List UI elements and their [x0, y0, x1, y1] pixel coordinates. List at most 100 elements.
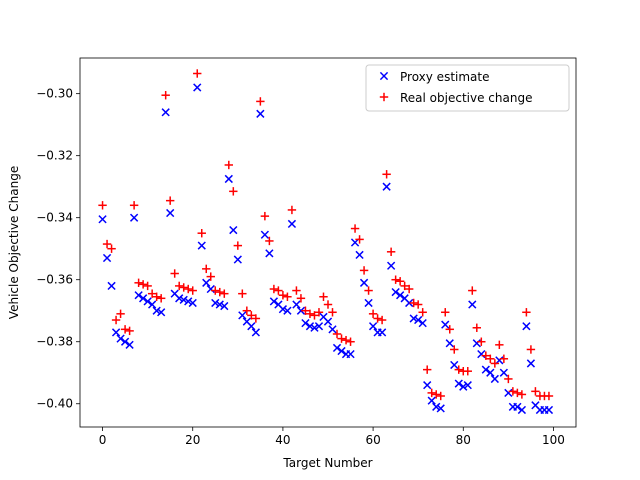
- legend-marker-proxy: [379, 71, 389, 81]
- proxy-point-stroke: [229, 225, 238, 235]
- proxy-point: [459, 382, 468, 391]
- proxy-point-stroke: [134, 291, 143, 300]
- proxy-point: [499, 368, 508, 377]
- y-axis-ticks: −0.40 −0.38 −0.36 −0.34 −0.32 −0.30: [36, 87, 80, 411]
- x-tick-label: 60: [365, 433, 380, 447]
- real-point: [395, 277, 405, 286]
- real-point: [134, 278, 143, 288]
- proxy-point-stroke: [188, 298, 197, 308]
- real-point: [477, 337, 486, 346]
- proxy-point-stroke: [220, 301, 229, 311]
- proxy-point-stroke: [215, 300, 224, 309]
- proxy-point: [233, 255, 242, 264]
- proxy-point-stroke: [111, 328, 121, 337]
- proxy-point: [405, 298, 414, 308]
- proxy-point: [477, 349, 486, 359]
- real-point: [138, 280, 148, 289]
- real-point: [400, 281, 409, 291]
- proxy-point: [98, 215, 107, 224]
- proxy-point-stroke: [170, 289, 179, 298]
- proxy-point: [296, 306, 306, 315]
- proxy-point: [436, 404, 445, 413]
- real-point: [202, 264, 211, 274]
- proxy-point-stroke: [332, 343, 342, 353]
- proxy-point: [157, 308, 166, 317]
- proxy-point: [517, 405, 527, 415]
- proxy-point-stroke: [323, 317, 333, 326]
- real-point: [152, 292, 161, 301]
- proxy-point: [305, 322, 315, 331]
- proxy-point: [481, 365, 490, 374]
- proxy-point-stroke: [138, 294, 148, 303]
- proxy-point: [148, 300, 157, 309]
- proxy-point: [323, 317, 333, 326]
- proxy-point-stroke: [179, 295, 188, 304]
- real-point: [129, 201, 139, 210]
- proxy-point: [143, 297, 152, 306]
- real-point: [526, 345, 536, 354]
- y-tick-label: −0.36: [36, 273, 73, 287]
- proxy-point: [441, 320, 450, 329]
- real-point: [197, 228, 206, 238]
- real-point: [220, 289, 229, 298]
- proxy-point-stroke: [260, 230, 270, 239]
- proxy-point: [418, 318, 427, 328]
- real-point: [265, 236, 274, 246]
- proxy-point: [368, 322, 378, 331]
- proxy-point: [332, 343, 342, 353]
- real-point: [427, 388, 436, 398]
- x-tick-label: 100: [542, 433, 565, 447]
- proxy-point-stroke: [274, 300, 283, 309]
- real-point: [242, 306, 252, 315]
- proxy-point: [134, 291, 143, 300]
- proxy-point-stroke: [414, 315, 423, 325]
- proxy-point: [427, 396, 436, 405]
- proxy-point-stroke: [143, 297, 152, 306]
- real-point: [418, 308, 427, 317]
- proxy-point: [215, 300, 224, 309]
- proxy-point-stroke: [490, 374, 499, 384]
- proxy-point-stroke: [405, 298, 414, 308]
- proxy-point-stroke: [386, 261, 396, 270]
- real-point: [283, 292, 292, 301]
- real-point: [184, 284, 193, 294]
- real-point: [188, 286, 197, 295]
- proxy-point: [152, 306, 161, 315]
- legend: Proxy estimate Real objective change: [365, 64, 570, 112]
- proxy-point: [310, 323, 319, 332]
- proxy-point: [111, 328, 121, 337]
- proxy-point: [138, 294, 148, 303]
- proxy-point: [445, 339, 454, 348]
- real-point: [206, 272, 215, 281]
- legend-proxy-marker: [379, 71, 389, 81]
- real-point: [364, 286, 373, 295]
- legend-label-real: Real objective change: [400, 91, 532, 105]
- real-point: [170, 269, 179, 278]
- real-point: [193, 69, 202, 78]
- real-point: [98, 201, 107, 210]
- real-point: [238, 289, 247, 298]
- proxy-point-stroke: [517, 405, 527, 415]
- real-point: [436, 391, 445, 401]
- real-point: [355, 235, 364, 244]
- proxy-point-stroke: [377, 328, 387, 337]
- proxy-point: [188, 298, 197, 308]
- real-point: [301, 306, 310, 315]
- real-point: [165, 196, 175, 205]
- proxy-point: [450, 360, 459, 370]
- y-axis-label: Vehicle Objective Change: [7, 166, 21, 319]
- real-point: [423, 365, 432, 374]
- proxy-point: [364, 298, 373, 308]
- proxy-point-stroke: [166, 208, 175, 218]
- real-point: [454, 365, 463, 374]
- x-tick-label: 20: [185, 433, 200, 447]
- proxy-point-stroke: [233, 255, 242, 264]
- proxy-point: [197, 241, 206, 250]
- real-point: [161, 91, 170, 100]
- real-point: [224, 160, 233, 170]
- proxy-point-stroke: [382, 182, 391, 191]
- proxy-point-stroke: [238, 311, 247, 320]
- proxy-point: [120, 337, 130, 346]
- proxy-point-stroke: [152, 306, 161, 315]
- proxy-point: [522, 322, 531, 331]
